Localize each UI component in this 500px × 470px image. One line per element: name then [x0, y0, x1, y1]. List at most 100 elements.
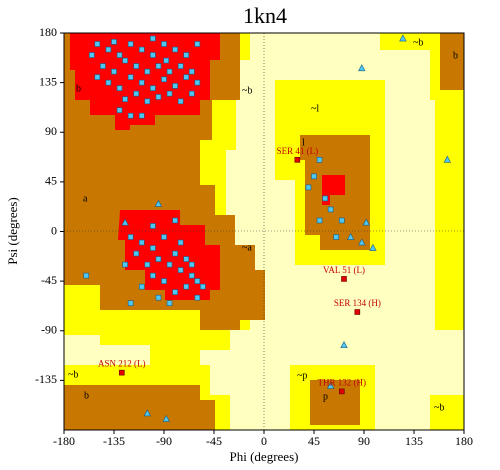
residue-point — [122, 96, 128, 102]
residue-point — [88, 52, 95, 58]
y-tick-label: 0 — [51, 223, 57, 237]
residue-point — [183, 74, 190, 80]
x-tick-label: -45 — [206, 434, 222, 448]
residue-point — [177, 239, 184, 246]
residue-point — [188, 90, 195, 97]
residue-point — [105, 46, 112, 53]
residue-point — [194, 79, 201, 86]
y-tick-label: -45 — [41, 273, 57, 287]
outlier-point — [118, 369, 125, 376]
x-tick-label: 0 — [261, 434, 267, 448]
glycine-point — [340, 340, 348, 348]
outlier-point — [341, 276, 347, 282]
residue-point — [105, 79, 112, 86]
glycine-point — [121, 218, 129, 226]
x-tick-label: -180 — [53, 434, 75, 448]
outlier-label: SER 41 (L) — [277, 146, 319, 156]
residue-point — [183, 52, 190, 58]
residue-point — [122, 57, 128, 64]
x-axis-label: Phi (degrees) — [230, 449, 299, 464]
residue-point — [172, 217, 178, 224]
outlier-label: VAL 51 (L) — [323, 265, 365, 275]
glycine-point — [369, 243, 377, 251]
residue-point — [127, 300, 134, 306]
glycine-point — [358, 64, 366, 72]
residue-point — [316, 217, 323, 224]
region-label: ~l — [311, 103, 319, 114]
residue-point — [144, 261, 151, 268]
outlier-label: SER 134 (H) — [334, 298, 381, 308]
residue-point — [166, 90, 173, 97]
residue-point — [161, 234, 167, 240]
residue-point — [127, 112, 134, 119]
residue-point — [327, 206, 334, 213]
residue-point — [161, 278, 167, 284]
residue-point — [150, 245, 156, 251]
outlier-label: ASN 212 (L) — [98, 359, 146, 369]
x-tick-label: 90 — [358, 434, 370, 448]
residue-point — [122, 261, 128, 268]
y-tick-label: 135 — [39, 74, 57, 88]
residue-point — [177, 267, 184, 273]
residue-point — [138, 46, 145, 53]
residue-point — [172, 250, 178, 257]
y-tick-label: 180 — [39, 25, 57, 39]
outlier-point — [294, 157, 301, 163]
residue-point — [150, 52, 156, 58]
glycine-point — [362, 218, 370, 226]
residue-point — [138, 283, 145, 290]
residue-point — [338, 217, 345, 224]
residue-point — [188, 68, 195, 75]
outlier-point — [338, 388, 345, 395]
x-tick-label: -135 — [103, 434, 125, 448]
region-label: ~a — [242, 242, 252, 253]
residue-point — [172, 83, 178, 89]
glycine-point — [326, 381, 335, 389]
region-label: b — [84, 390, 89, 401]
residue-point — [177, 63, 184, 69]
residue-point — [183, 256, 190, 262]
residue-point — [166, 68, 173, 75]
region-label: a — [83, 193, 88, 204]
y-axis-label: Psi (degrees) — [5, 197, 20, 265]
residue-point — [150, 35, 156, 42]
residue-point — [155, 94, 162, 100]
outlier-point — [354, 309, 361, 315]
residue-point — [133, 250, 140, 257]
x-tick-label: 45 — [308, 434, 320, 448]
region-label: l — [302, 137, 305, 148]
residue-point — [138, 112, 145, 119]
residue-point — [188, 272, 195, 279]
x-tick-label: 180 — [455, 434, 473, 448]
region-label: ~b — [68, 369, 78, 380]
chart-title: 1kn4 — [243, 3, 287, 28]
glycine-point — [154, 199, 163, 207]
residue-point — [311, 173, 317, 180]
residue-point — [155, 294, 162, 301]
residue-point — [150, 272, 156, 279]
residue-point — [172, 289, 178, 295]
residue-point — [138, 239, 145, 246]
residue-point — [194, 278, 201, 284]
residue-point — [194, 41, 201, 47]
residue-point — [177, 98, 184, 105]
residue-point — [127, 74, 134, 80]
glycine-point — [443, 155, 452, 163]
residue-point — [100, 63, 106, 69]
residue-point — [166, 261, 173, 268]
residue-point — [116, 52, 123, 58]
glycine-point — [143, 409, 152, 417]
core-region — [70, 33, 345, 300]
region-label: ~b — [434, 402, 444, 413]
residue-point — [111, 68, 117, 75]
residue-point — [150, 85, 156, 91]
y-tick-label: -135 — [35, 372, 57, 386]
residue-point — [127, 41, 134, 47]
glycine-point — [162, 414, 170, 422]
x-tick-label: 135 — [405, 434, 423, 448]
residue-point — [183, 283, 190, 290]
region-label: ~p — [297, 370, 307, 381]
residue-point — [155, 256, 162, 262]
residue-point — [138, 79, 145, 86]
